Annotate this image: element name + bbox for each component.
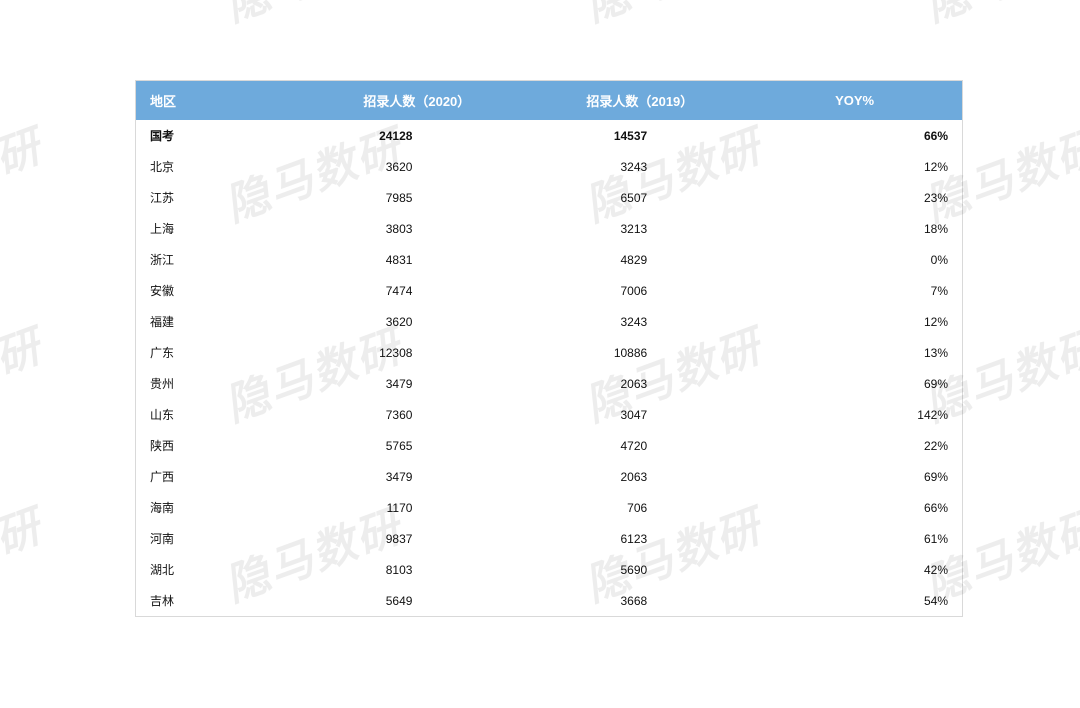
table-row: 江苏7985650723% bbox=[136, 182, 962, 213]
recruitment-table: 地区 招录人数（2020） 招录人数（2019） YOY% 国考24128145… bbox=[136, 81, 962, 616]
cell-2020: 7474 bbox=[301, 275, 532, 306]
th-2020: 招录人数（2020） bbox=[301, 81, 532, 120]
cell-2019: 10886 bbox=[532, 337, 747, 368]
cell-yoy: 18% bbox=[747, 213, 962, 244]
cell-yoy: 13% bbox=[747, 337, 962, 368]
cell-2020: 12308 bbox=[301, 337, 532, 368]
cell-2019: 4829 bbox=[532, 244, 747, 275]
cell-region: 福建 bbox=[136, 306, 301, 337]
watermark-text: 隐马数研 bbox=[0, 110, 49, 233]
cell-2019: 4720 bbox=[532, 430, 747, 461]
watermark-text: 隐马数研 bbox=[0, 0, 49, 34]
cell-2019: 3243 bbox=[532, 151, 747, 182]
table-row: 福建3620324312% bbox=[136, 306, 962, 337]
cell-2019: 2063 bbox=[532, 368, 747, 399]
table-row: 北京3620324312% bbox=[136, 151, 962, 182]
cell-2019: 14537 bbox=[532, 120, 747, 151]
cell-region: 山东 bbox=[136, 399, 301, 430]
cell-2020: 4831 bbox=[301, 244, 532, 275]
cell-yoy: 12% bbox=[747, 151, 962, 182]
cell-2020: 7985 bbox=[301, 182, 532, 213]
table-header: 地区 招录人数（2020） 招录人数（2019） YOY% bbox=[136, 81, 962, 120]
cell-2019: 3213 bbox=[532, 213, 747, 244]
cell-2020: 3620 bbox=[301, 306, 532, 337]
cell-2019: 6123 bbox=[532, 523, 747, 554]
th-yoy: YOY% bbox=[747, 81, 962, 120]
cell-region: 安徽 bbox=[136, 275, 301, 306]
cell-region: 陕西 bbox=[136, 430, 301, 461]
cell-2019: 7006 bbox=[532, 275, 747, 306]
cell-2020: 7360 bbox=[301, 399, 532, 430]
watermark-text: 隐马数研 bbox=[215, 0, 410, 34]
cell-yoy: 66% bbox=[747, 120, 962, 151]
watermark-text: 隐马数研 bbox=[575, 0, 770, 34]
cell-2020: 1170 bbox=[301, 492, 532, 523]
cell-yoy: 7% bbox=[747, 275, 962, 306]
cell-yoy: 12% bbox=[747, 306, 962, 337]
th-region: 地区 bbox=[136, 81, 301, 120]
cell-region: 广西 bbox=[136, 461, 301, 492]
cell-2019: 5690 bbox=[532, 554, 747, 585]
cell-2020: 3620 bbox=[301, 151, 532, 182]
table-row: 国考241281453766% bbox=[136, 120, 962, 151]
cell-yoy: 66% bbox=[747, 492, 962, 523]
cell-region: 吉林 bbox=[136, 585, 301, 616]
cell-yoy: 42% bbox=[747, 554, 962, 585]
cell-2019: 3047 bbox=[532, 399, 747, 430]
table-row: 贵州3479206369% bbox=[136, 368, 962, 399]
table-row: 山东73603047142% bbox=[136, 399, 962, 430]
cell-region: 上海 bbox=[136, 213, 301, 244]
cell-region: 海南 bbox=[136, 492, 301, 523]
cell-region: 国考 bbox=[136, 120, 301, 151]
cell-yoy: 61% bbox=[747, 523, 962, 554]
cell-2019: 3243 bbox=[532, 306, 747, 337]
table-row: 吉林5649366854% bbox=[136, 585, 962, 616]
table-row: 陕西5765472022% bbox=[136, 430, 962, 461]
table-row: 河南9837612361% bbox=[136, 523, 962, 554]
cell-yoy: 0% bbox=[747, 244, 962, 275]
table-row: 广西3479206369% bbox=[136, 461, 962, 492]
cell-2020: 5649 bbox=[301, 585, 532, 616]
cell-region: 江苏 bbox=[136, 182, 301, 213]
cell-region: 贵州 bbox=[136, 368, 301, 399]
cell-yoy: 23% bbox=[747, 182, 962, 213]
cell-2020: 8103 bbox=[301, 554, 532, 585]
cell-region: 河南 bbox=[136, 523, 301, 554]
cell-2020: 5765 bbox=[301, 430, 532, 461]
cell-region: 湖北 bbox=[136, 554, 301, 585]
cell-yoy: 69% bbox=[747, 461, 962, 492]
recruitment-table-container: 地区 招录人数（2020） 招录人数（2019） YOY% 国考24128145… bbox=[135, 80, 963, 617]
cell-region: 浙江 bbox=[136, 244, 301, 275]
cell-yoy: 69% bbox=[747, 368, 962, 399]
table-row: 广东123081088613% bbox=[136, 337, 962, 368]
cell-yoy: 54% bbox=[747, 585, 962, 616]
cell-2020: 3479 bbox=[301, 461, 532, 492]
th-2019: 招录人数（2019） bbox=[532, 81, 747, 120]
cell-yoy: 22% bbox=[747, 430, 962, 461]
watermark-text: 隐马数研 bbox=[0, 490, 49, 613]
cell-region: 北京 bbox=[136, 151, 301, 182]
table-row: 浙江483148290% bbox=[136, 244, 962, 275]
cell-2019: 706 bbox=[532, 492, 747, 523]
watermark-text: 隐马数研 bbox=[915, 0, 1080, 34]
cell-2019: 2063 bbox=[532, 461, 747, 492]
cell-yoy: 142% bbox=[747, 399, 962, 430]
watermark-text: 隐马数研 bbox=[0, 310, 49, 433]
cell-2019: 6507 bbox=[532, 182, 747, 213]
cell-2020: 9837 bbox=[301, 523, 532, 554]
cell-2020: 3803 bbox=[301, 213, 532, 244]
cell-2020: 3479 bbox=[301, 368, 532, 399]
table-row: 海南117070666% bbox=[136, 492, 962, 523]
table-row: 安徽747470067% bbox=[136, 275, 962, 306]
table-row: 上海3803321318% bbox=[136, 213, 962, 244]
cell-2019: 3668 bbox=[532, 585, 747, 616]
table-body: 国考241281453766%北京3620324312%江苏7985650723… bbox=[136, 120, 962, 616]
cell-region: 广东 bbox=[136, 337, 301, 368]
table-row: 湖北8103569042% bbox=[136, 554, 962, 585]
cell-2020: 24128 bbox=[301, 120, 532, 151]
